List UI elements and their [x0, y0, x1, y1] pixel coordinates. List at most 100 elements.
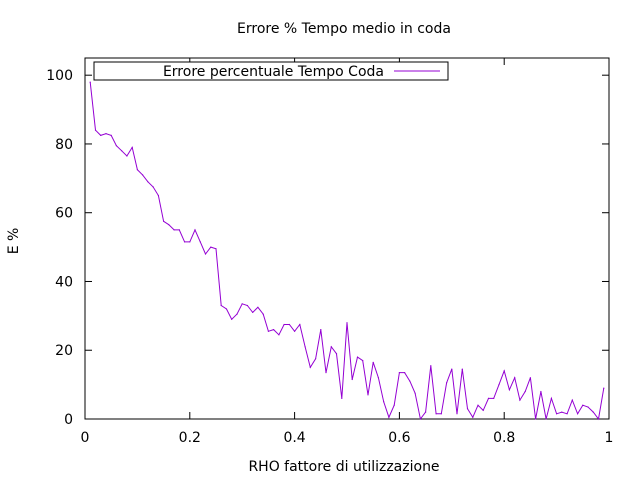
data-point	[236, 313, 238, 315]
data-point	[304, 346, 306, 348]
data-point	[278, 334, 280, 336]
legend: Errore percentuale Tempo Coda	[93, 61, 449, 81]
data-point	[404, 372, 406, 374]
data-point	[126, 155, 128, 157]
data-point	[603, 387, 605, 389]
data-point	[157, 194, 159, 197]
data-point	[487, 397, 490, 399]
data-point	[372, 361, 374, 363]
data-point	[257, 306, 259, 308]
data-point	[398, 372, 400, 374]
data-point	[335, 353, 338, 355]
x-tick-label: 0.4	[283, 430, 305, 446]
data-point	[309, 366, 311, 368]
y-tick-label: 40	[55, 274, 73, 290]
data-point	[351, 378, 353, 381]
data-point	[451, 368, 453, 370]
data-point	[377, 377, 379, 379]
x-tick-label: 0	[81, 430, 90, 446]
data-point	[367, 394, 369, 396]
series-line	[89, 82, 605, 421]
data-point	[215, 248, 217, 250]
data-point	[571, 399, 573, 401]
data-point	[540, 390, 542, 393]
data-point	[409, 380, 411, 382]
data-point	[100, 134, 102, 136]
y-tick-label: 60	[55, 206, 73, 222]
data-point	[325, 372, 327, 374]
y-tick-label: 0	[64, 412, 73, 428]
data-point	[131, 146, 133, 148]
data-point	[430, 365, 432, 367]
data-point	[194, 229, 196, 231]
data-point	[477, 404, 479, 406]
data-point	[582, 404, 584, 406]
x-axis: 0 0.2 0.4 0.6 0.8 1	[81, 58, 614, 446]
data-point	[246, 304, 248, 307]
x-tick-label: 1	[605, 430, 614, 446]
data-point	[514, 377, 516, 379]
data-point	[315, 358, 317, 360]
data-point	[262, 313, 264, 315]
data-point	[592, 411, 594, 413]
x-tick-label: 0.8	[493, 430, 515, 446]
data-point	[288, 323, 290, 326]
data-point	[356, 356, 359, 358]
data-point	[472, 416, 474, 418]
data-point	[362, 360, 364, 362]
data-point	[393, 404, 395, 406]
data-point	[241, 303, 243, 305]
data-point	[388, 416, 390, 418]
data-point	[425, 411, 427, 413]
x-tick-label: 0.6	[388, 430, 410, 446]
data-point	[545, 418, 547, 420]
data-point	[267, 330, 269, 332]
data-point	[466, 408, 469, 410]
data-point	[461, 368, 463, 370]
data-point	[252, 311, 254, 313]
legend-label: Errore percentuale Tempo Coda	[163, 64, 384, 80]
x-axis-label: RHO fattore di utilizzazione	[248, 459, 439, 475]
data-point	[283, 323, 285, 326]
data-point	[587, 406, 589, 408]
data-point	[184, 241, 186, 243]
data-point	[456, 413, 458, 415]
data-point	[105, 133, 107, 135]
data-point	[597, 418, 600, 420]
data-point	[273, 329, 275, 331]
data-point	[89, 81, 91, 83]
data-point	[529, 377, 532, 379]
data-point	[225, 308, 228, 310]
data-point	[482, 409, 484, 411]
data-point	[561, 411, 563, 413]
data-point	[173, 229, 175, 231]
data-point	[519, 399, 521, 401]
data-point	[341, 397, 343, 399]
data-point	[136, 169, 138, 171]
data-point	[168, 224, 170, 226]
data-point	[152, 186, 154, 188]
data-point	[142, 174, 144, 176]
data-point	[346, 322, 348, 324]
series-layer	[89, 81, 605, 421]
y-axis: 0 20 40 60 80 100	[46, 68, 609, 428]
data-point	[320, 329, 322, 331]
data-point	[419, 418, 421, 420]
data-point	[550, 397, 553, 399]
data-point	[493, 397, 495, 399]
data-point	[163, 220, 165, 222]
data-point	[440, 413, 442, 415]
data-point	[524, 390, 526, 393]
data-point	[330, 346, 332, 348]
data-point	[446, 382, 448, 384]
data-point	[210, 246, 212, 248]
data-point	[414, 392, 416, 394]
data-point	[535, 418, 537, 420]
data-point	[94, 129, 97, 131]
data-point	[121, 150, 123, 152]
data-point	[566, 413, 568, 415]
chart-title: Errore % Tempo medio in coda	[237, 21, 451, 37]
y-tick-label: 100	[46, 68, 73, 84]
plot-frame	[84, 57, 610, 420]
data-point	[204, 253, 207, 255]
